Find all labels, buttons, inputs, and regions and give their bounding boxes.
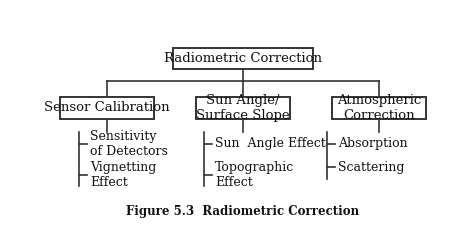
Text: Vignetting
Effect: Vignetting Effect (91, 161, 157, 189)
FancyBboxPatch shape (332, 97, 426, 119)
Text: Sun Angle/
Surface Slope: Sun Angle/ Surface Slope (196, 94, 290, 122)
Text: Atmospheric
Correction: Atmospheric Correction (337, 94, 421, 122)
Text: Sensor Calibration: Sensor Calibration (44, 101, 170, 114)
FancyBboxPatch shape (196, 97, 290, 119)
Text: Scattering: Scattering (338, 161, 405, 174)
Text: Sensitivity
of Detectors: Sensitivity of Detectors (91, 130, 168, 158)
FancyBboxPatch shape (60, 97, 154, 119)
Text: Topographic
Effect: Topographic Effect (215, 161, 295, 189)
Text: Figure 5.3  Radiometric Correction: Figure 5.3 Radiometric Correction (127, 205, 359, 218)
Text: Sun  Angle Effect: Sun Angle Effect (215, 137, 326, 150)
Text: Absorption: Absorption (338, 137, 408, 150)
Text: Radiometric Correction: Radiometric Correction (164, 52, 322, 65)
FancyBboxPatch shape (173, 48, 313, 69)
